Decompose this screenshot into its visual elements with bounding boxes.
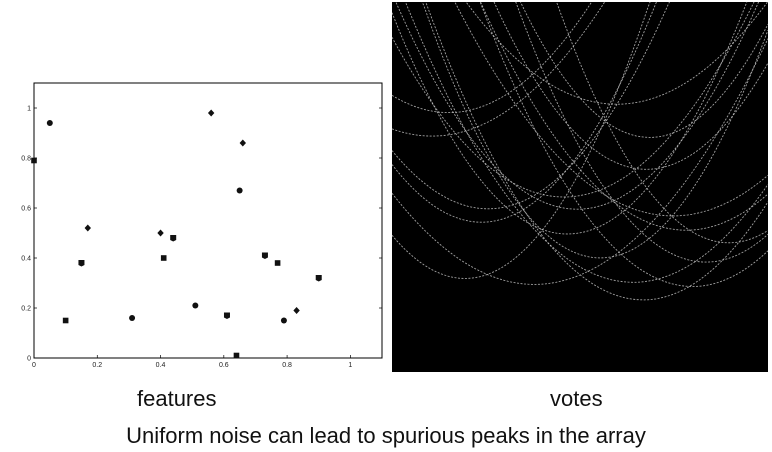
votes-background bbox=[392, 2, 768, 372]
vote-curve bbox=[480, 2, 768, 231]
scatter-point bbox=[160, 255, 167, 261]
y-tick-label: 0.2 bbox=[21, 306, 31, 313]
y-tick-label: 1 bbox=[27, 106, 31, 113]
x-tick-label: 0.8 bbox=[282, 362, 292, 369]
vote-curves bbox=[392, 2, 768, 301]
vote-curve bbox=[493, 2, 768, 170]
scatter-point bbox=[274, 260, 281, 266]
scatter-point bbox=[233, 352, 240, 359]
data-points bbox=[31, 109, 322, 359]
vote-curve bbox=[404, 2, 768, 283]
x-tick-label: 0.2 bbox=[92, 362, 102, 369]
scatter-point bbox=[129, 315, 136, 321]
scatter-point bbox=[207, 109, 215, 117]
vote-curve bbox=[520, 2, 768, 138]
plot-frame bbox=[33, 82, 383, 359]
vote-curve bbox=[454, 2, 768, 217]
y-tick-label: 0.4 bbox=[21, 256, 31, 263]
main-caption: Uniform noise can lead to spurious peaks… bbox=[126, 423, 646, 448]
scatter-point bbox=[157, 229, 164, 237]
vote-curve bbox=[421, 2, 768, 259]
vote-curve bbox=[392, 2, 748, 235]
axis-ticks: 0 0.2 0.4 0.6 0.8 1 0 0.2 0.4 0.6 0.8 1 bbox=[21, 106, 382, 369]
vote-curve bbox=[515, 2, 768, 263]
features-caption: features bbox=[137, 386, 217, 411]
scatter-point bbox=[192, 302, 199, 309]
y-tick-label: 0.8 bbox=[21, 156, 31, 163]
vote-curve bbox=[392, 2, 658, 223]
vote-curve bbox=[392, 2, 670, 210]
scatter-point bbox=[62, 317, 69, 324]
features-scatter-plot: 0 0.2 0.4 0.6 0.8 1 0 0.2 0.4 0.6 0.8 1 bbox=[21, 82, 383, 369]
scatter-point bbox=[293, 307, 300, 314]
y-tick-label: 0 bbox=[27, 356, 31, 363]
scatter-point bbox=[239, 139, 246, 147]
vote-curve bbox=[395, 2, 760, 210]
scatter-point bbox=[236, 187, 243, 194]
x-tick-label: 0.6 bbox=[219, 362, 229, 369]
y-tick-label: 0.6 bbox=[21, 206, 31, 213]
vote-curve bbox=[479, 2, 768, 287]
scatter-point bbox=[315, 275, 322, 282]
scatter-point bbox=[78, 260, 85, 267]
votes-accumulator-array bbox=[392, 2, 768, 372]
votes-caption: votes bbox=[550, 386, 603, 411]
vote-curve bbox=[465, 2, 768, 105]
scatter-point bbox=[223, 312, 230, 319]
scatter-point bbox=[31, 157, 37, 164]
vote-curve bbox=[392, 2, 651, 279]
vote-curve bbox=[556, 2, 768, 244]
x-tick-label: 0 bbox=[32, 362, 36, 369]
x-tick-label: 0.4 bbox=[156, 362, 166, 369]
scatter-point bbox=[280, 317, 287, 324]
vote-curve bbox=[392, 2, 606, 137]
scatter-point bbox=[170, 235, 177, 242]
scatter-point bbox=[46, 120, 53, 126]
scatter-point bbox=[261, 252, 268, 259]
scatter-point bbox=[84, 224, 91, 232]
x-tick-label: 1 bbox=[348, 362, 352, 369]
vote-curve bbox=[425, 2, 768, 301]
